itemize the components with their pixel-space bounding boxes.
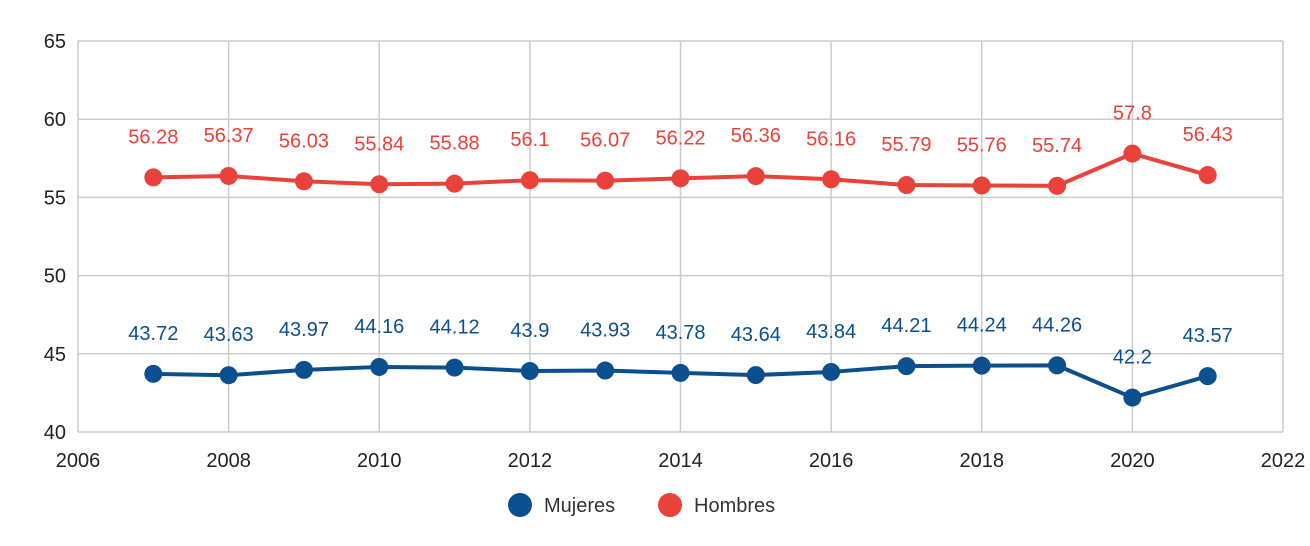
data-labels: 43.72 43.63 43.97 44.16 44.12 43.9 43.93 43.78 4… [128,103,1232,369]
data-label: 56.1 [510,129,549,151]
x-tick-label: 2008 [206,450,251,472]
data-label: 42.2 [1113,347,1152,369]
data-point [897,357,916,376]
data-point [972,356,991,375]
y-tick-label: 55 [44,187,66,209]
y-tick-label: 50 [44,266,66,288]
data-label: 43.63 [204,324,254,346]
data-point [822,362,841,381]
data-label: 56.07 [580,130,630,152]
data-label: 56.16 [806,128,856,150]
data-point [370,357,389,376]
data-point [144,364,163,383]
grid [77,40,1284,433]
data-point [1048,356,1067,375]
legend-label-mujeres: Mujeres [544,495,615,517]
data-point [294,360,313,379]
data-point [520,171,539,190]
data-point [746,167,765,186]
y-tick-label: 60 [44,109,66,131]
data-label: 43.72 [128,323,178,345]
data-label: 44.16 [354,316,404,338]
data-label: 56.28 [128,126,178,148]
data-label: 44.26 [1032,314,1082,336]
data-point [294,172,313,191]
data-label: 44.21 [881,315,931,337]
x-tick-label: 2016 [809,450,854,472]
data-point [370,175,389,194]
x-tick-label: 2022 [1261,450,1306,472]
x-tick-label: 2006 [56,450,101,472]
data-label: 56.37 [204,125,254,147]
data-label: 56.43 [1183,124,1233,146]
data-label: 43.78 [655,322,705,344]
x-tick-label: 2012 [508,450,553,472]
y-tick-label: 65 [44,31,66,53]
y-tick-label: 45 [44,344,66,366]
data-label: 43.64 [731,324,781,346]
data-point [972,176,991,195]
data-point [445,174,464,193]
data-point [596,171,615,190]
legend: Mujeres Hombres [508,493,775,517]
data-point [144,168,163,187]
data-point [671,169,690,188]
data-point [1123,388,1142,407]
data-point [746,366,765,385]
x-tick-label: 2010 [357,450,402,472]
data-point [897,176,916,195]
data-point [1198,367,1217,386]
data-label: 56.03 [279,130,329,152]
data-point [219,166,238,185]
data-point [445,358,464,377]
x-tick-label: 2018 [960,450,1005,472]
y-tick-label: 40 [44,422,66,444]
data-point [1198,166,1217,185]
series-layer [144,144,1217,407]
data-point [822,170,841,189]
data-point [219,366,238,385]
data-label: 56.22 [655,127,705,149]
data-label: 55.76 [957,135,1007,157]
legend-marker-hombres [658,493,682,517]
data-label: 43.9 [510,320,549,342]
data-label: 57.8 [1113,103,1152,125]
data-label: 55.74 [1032,135,1082,157]
data-point [1123,144,1142,163]
data-label: 55.84 [354,133,404,155]
data-label: 56.36 [731,125,781,147]
data-point [1048,176,1067,195]
data-label: 44.24 [957,315,1007,337]
data-point [671,363,690,382]
data-label: 43.57 [1183,325,1233,347]
data-label: 44.12 [430,317,480,339]
data-label: 43.84 [806,321,856,343]
data-point [596,361,615,380]
x-tick-label: 2014 [658,450,703,472]
legend-marker-mujeres [508,493,532,517]
data-point [520,362,539,381]
data-label: 55.79 [881,134,931,156]
axis-ticks: 40 45 50 55 60 65 2006 2008 2010 2012 2014 2016 2018… [44,31,1306,472]
legend-label-hombres: Hombres [694,495,775,517]
data-label: 43.97 [279,319,329,341]
data-label: 43.93 [580,320,630,342]
x-tick-label: 2020 [1110,450,1155,472]
data-label: 55.88 [430,133,480,155]
